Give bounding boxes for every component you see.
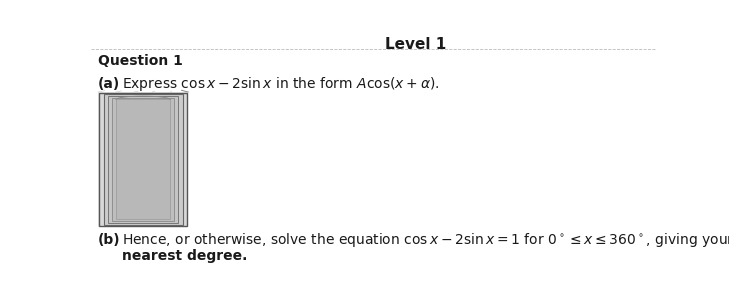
- Text: (a): (a): [98, 77, 120, 91]
- Bar: [108, 96, 178, 223]
- Bar: [112, 98, 174, 221]
- Text: (b): (b): [98, 233, 120, 247]
- Text: Question 1: Question 1: [98, 54, 183, 68]
- Bar: [116, 99, 171, 220]
- Text: Hence, or otherwise, solve the equation $\cos x - 2\sin x = 1$ for $0^\circ \leq: Hence, or otherwise, solve the equation …: [122, 231, 729, 249]
- Text: Level 1: Level 1: [386, 37, 447, 52]
- Bar: [104, 94, 183, 225]
- Text: nearest degree.: nearest degree.: [122, 249, 248, 263]
- Bar: [99, 93, 187, 226]
- Bar: [98, 92, 188, 227]
- Text: Express $\cos x - 2\sin x$ in the form $A\cos(x+\alpha)$.: Express $\cos x - 2\sin x$ in the form $…: [122, 75, 440, 93]
